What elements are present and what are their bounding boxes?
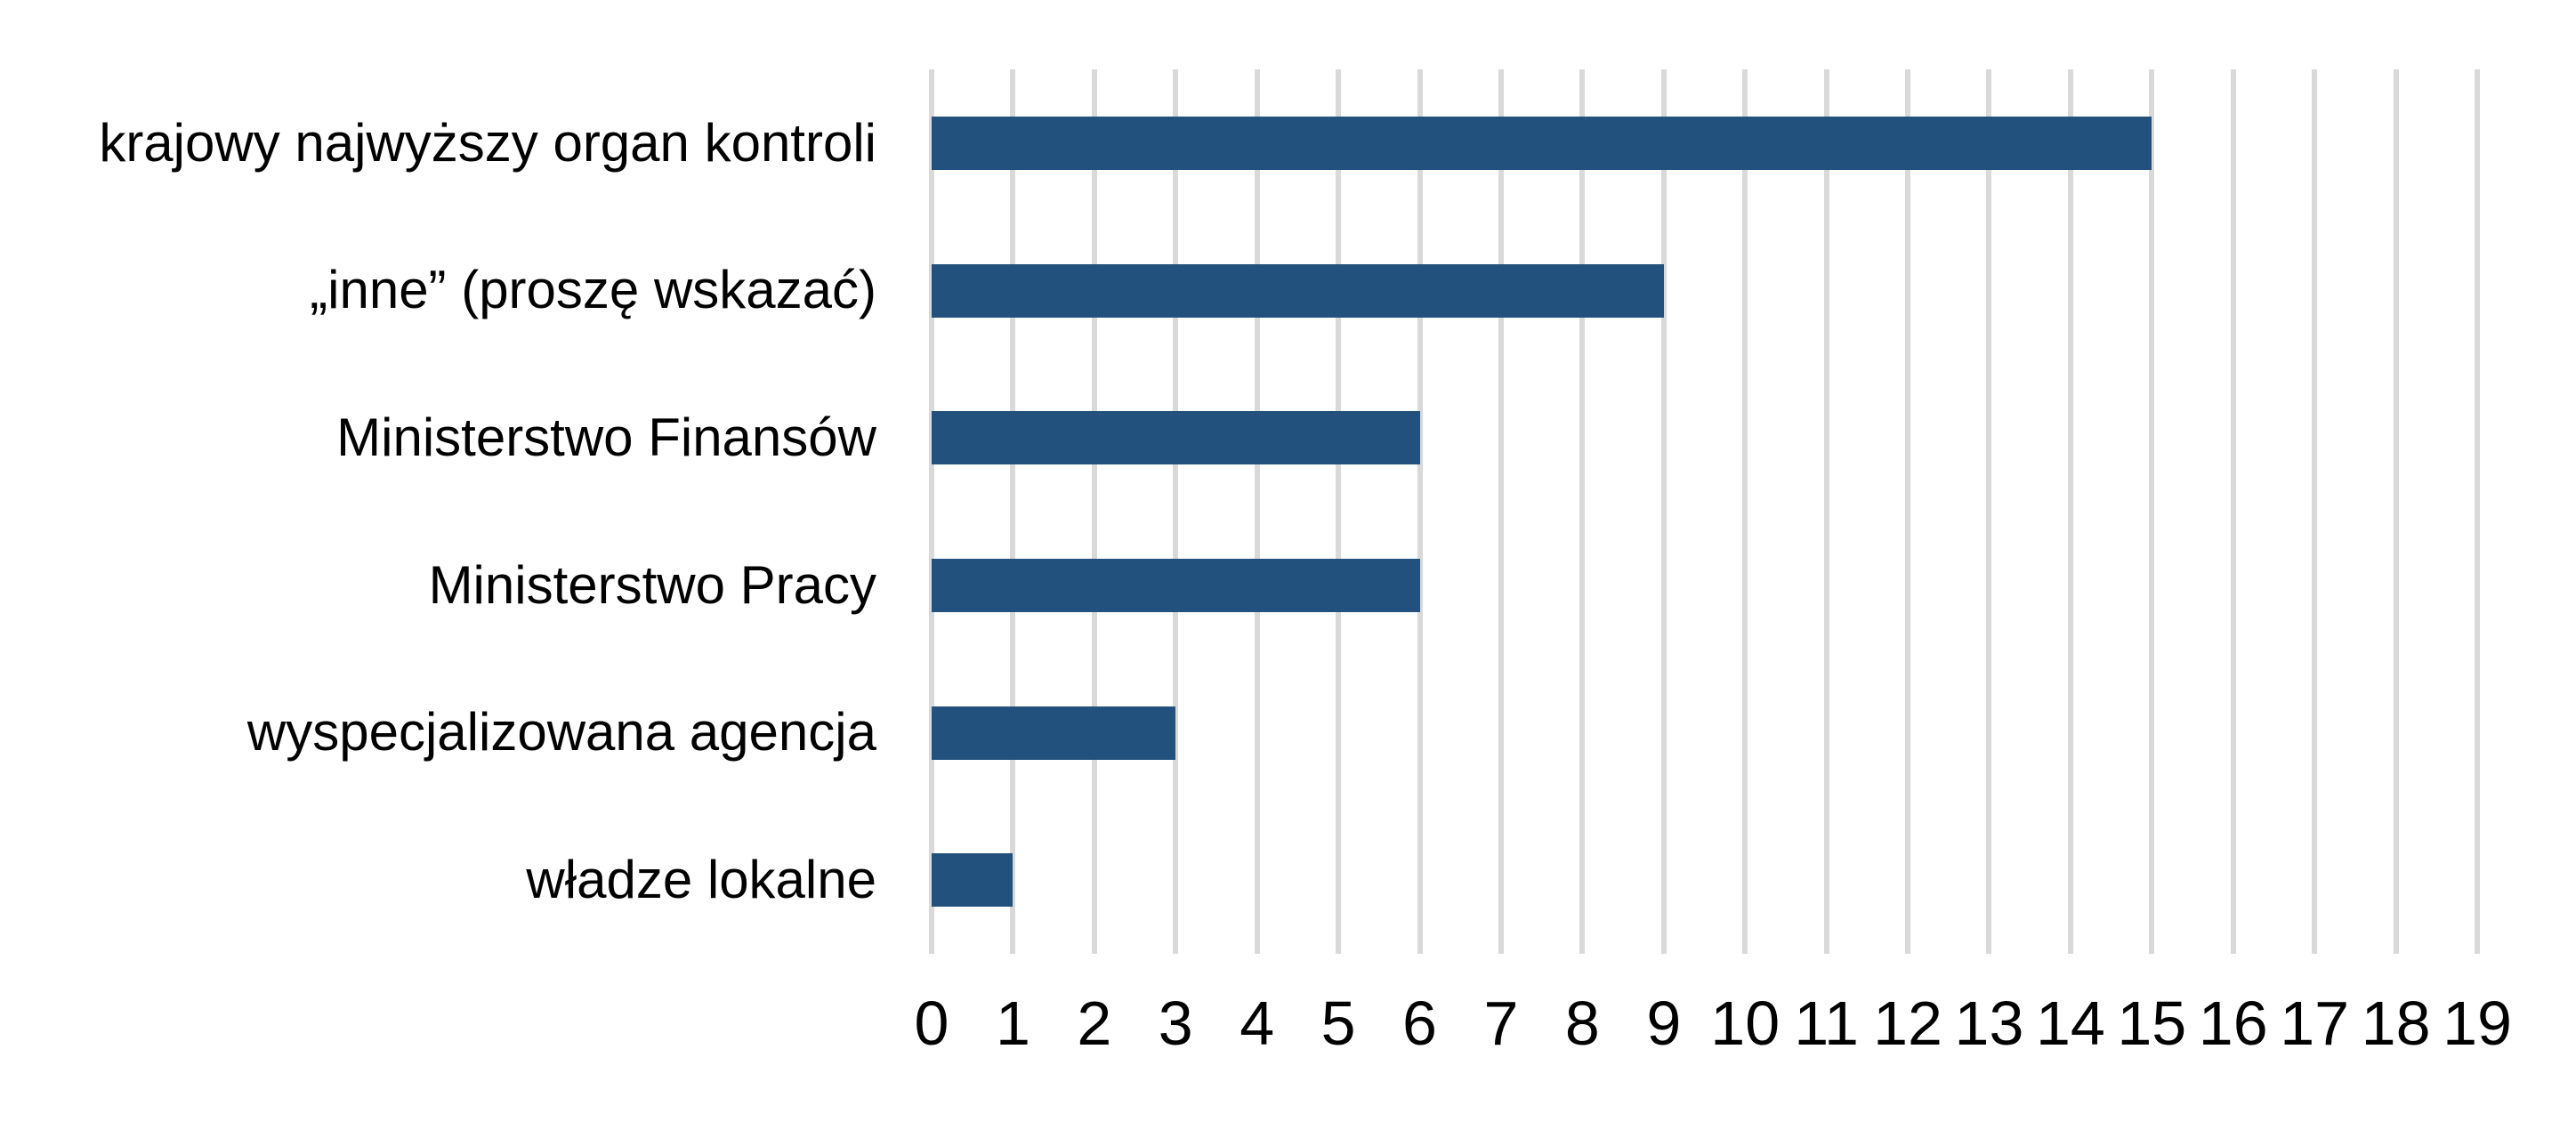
gridline [1173, 69, 1179, 954]
bar [932, 853, 1013, 908]
category-label: Ministerstwo Pracy [428, 554, 876, 615]
x-tick-label: 2 [1077, 989, 1112, 1058]
x-axis: 0 1 2 3 4 5 6 7 8 9 10 11 12 13 14 15 16 17 18 19 [0, 984, 2576, 1062]
gridline [1336, 69, 1342, 954]
x-tick-label: 10 [1710, 989, 1781, 1058]
x-tick-label: 17 [2280, 989, 2350, 1058]
gridline [1742, 69, 1748, 954]
x-tick-label: 18 [2361, 989, 2431, 1058]
gridline [1986, 69, 1992, 954]
x-tick-label: 19 [2443, 989, 2512, 1058]
bar [932, 411, 1420, 465]
gridline [2149, 69, 2155, 954]
gridline [1498, 69, 1504, 954]
gridline [1091, 69, 1097, 954]
x-tick-label: 12 [1873, 989, 1942, 1058]
x-tick-label: 4 [1240, 989, 1275, 1058]
bar [932, 116, 2152, 170]
plot-area [929, 69, 2480, 954]
category-label: Ministerstwo Finansów [336, 408, 876, 468]
category-label: krajowy najwyższy organ kontroli [99, 112, 876, 173]
bar [932, 263, 1664, 318]
gridline [2393, 69, 2399, 954]
x-tick-label: 8 [1564, 989, 1600, 1058]
bar [932, 558, 1420, 612]
gridline [1254, 69, 1260, 954]
x-tick-label: 7 [1483, 989, 1519, 1058]
x-tick-label: 11 [1794, 989, 1859, 1058]
category-labels-region: krajowy najwyższy organ kontroli „inne” (… [0, 69, 876, 954]
gridline [1823, 69, 1829, 954]
gridline [1010, 69, 1016, 954]
gridline [1417, 69, 1423, 954]
bar [932, 706, 1176, 760]
x-tick-label: 3 [1158, 989, 1193, 1058]
x-tick-label: 9 [1646, 989, 1682, 1058]
gridline [929, 69, 934, 954]
category-label: wyspecjalizowana agencja [246, 702, 876, 763]
gridline [2067, 69, 2073, 954]
gridline [1660, 69, 1667, 954]
x-tick-label: 15 [2117, 989, 2187, 1058]
category-label: „inne” (proszę wskazać) [310, 260, 876, 320]
gridline [2312, 69, 2318, 954]
x-tick-label: 14 [2035, 989, 2105, 1058]
x-tick-label: 0 [914, 989, 949, 1058]
gridline [2475, 69, 2480, 954]
x-tick-label: 13 [1954, 989, 2024, 1058]
x-tick-label: 16 [2198, 989, 2268, 1058]
gridline [1905, 69, 1911, 954]
x-tick-label: 6 [1402, 989, 1437, 1058]
gridline [2230, 69, 2236, 954]
x-tick-label: 5 [1320, 989, 1356, 1058]
gridline [1579, 69, 1586, 954]
category-label: władze lokalne [526, 850, 876, 910]
x-tick-label: 1 [995, 989, 1030, 1058]
